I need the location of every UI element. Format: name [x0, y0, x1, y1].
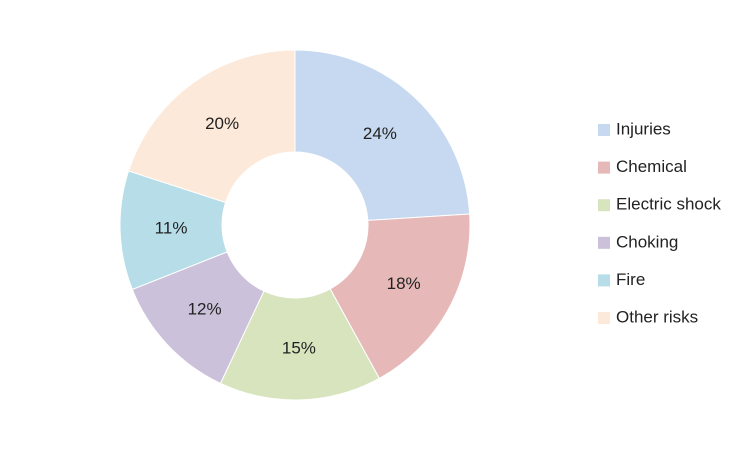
data-label: 18% [387, 274, 421, 293]
donut-slice [127, 49, 296, 204]
donut-slice [294, 49, 471, 221]
legend-swatch [598, 161, 610, 174]
data-label: 11% [155, 218, 188, 237]
donut-slice [329, 213, 471, 380]
legend-label: Injuries [616, 119, 671, 138]
data-label: 20% [205, 114, 239, 133]
donut-slice [219, 288, 380, 401]
legend-label: Chemical [616, 157, 687, 176]
legend-swatch [598, 274, 610, 287]
legend-swatch [598, 312, 610, 324]
legend-swatch [598, 236, 610, 249]
legend-label: Choking [616, 232, 678, 251]
legend-swatch [598, 199, 610, 212]
legend-label: Fire [616, 270, 645, 289]
legend-label: Other risks [616, 307, 698, 326]
data-label: 12% [188, 299, 222, 318]
legend-label: Electric shock [616, 195, 721, 214]
legend-swatch [598, 124, 610, 136]
data-label: 15% [282, 338, 316, 357]
data-label: 24% [363, 124, 397, 143]
